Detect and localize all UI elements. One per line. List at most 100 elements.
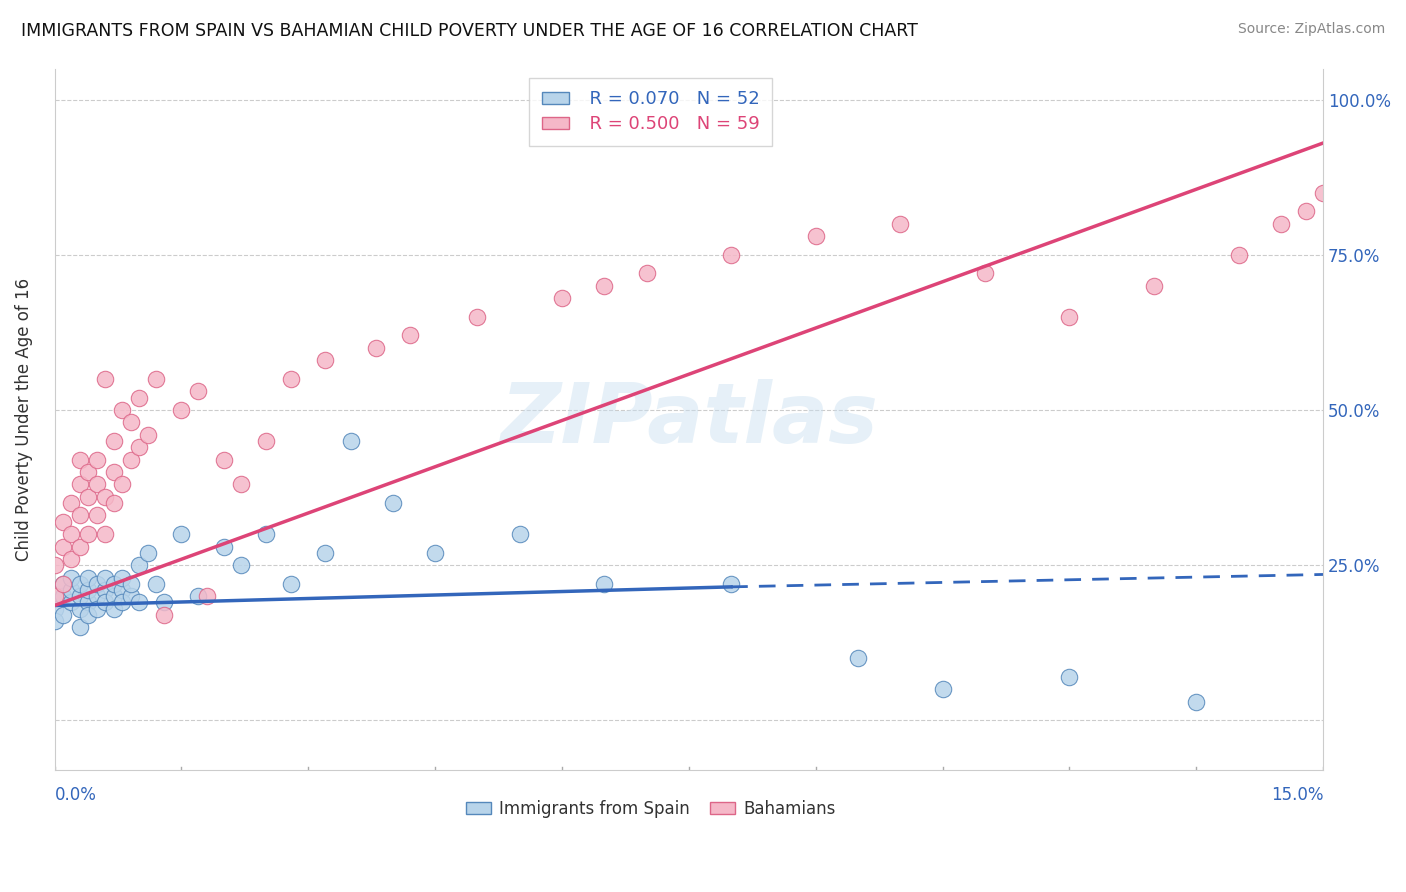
Point (364, 341, 387, 355)
Point (77, 582, 100, 597)
Point (593, 576, 616, 591)
Text: IMMIGRANTS FROM SPAIN VS BAHAMIAN CHILD POVERTY UNDER THE AGE OF 16 CORRELATION : IMMIGRANTS FROM SPAIN VS BAHAMIAN CHILD … (21, 22, 918, 40)
Point (77, 527, 100, 541)
Point (52, 589, 75, 603)
Point (170, 527, 193, 541)
Point (111, 403, 134, 417)
Point (889, 217, 911, 231)
Legend: Immigrants from Spain, Bahamians: Immigrants from Spain, Bahamians (460, 794, 842, 825)
Point (1185, 695, 1208, 709)
Point (44, 558, 66, 573)
Point (1059, 670, 1081, 684)
Point (1227, 248, 1250, 262)
Point (339, 434, 361, 448)
Point (60, 570, 83, 584)
Point (145, 372, 167, 386)
Point (398, 328, 420, 343)
Point (153, 595, 176, 609)
Point (86, 477, 108, 491)
Point (187, 589, 209, 603)
Point (94, 582, 117, 597)
Point (212, 540, 235, 554)
Point (60, 595, 83, 609)
Point (423, 546, 446, 560)
Point (60, 496, 83, 510)
Point (254, 527, 277, 541)
Point (128, 558, 150, 573)
Point (1270, 217, 1292, 231)
Point (69, 620, 91, 634)
Point (69, 508, 91, 523)
Point (229, 477, 252, 491)
Point (153, 607, 176, 622)
Point (846, 651, 869, 665)
Point (77, 490, 100, 504)
Point (128, 391, 150, 405)
Point (280, 372, 302, 386)
Point (44, 614, 66, 628)
Point (551, 291, 574, 305)
Point (136, 427, 159, 442)
Point (69, 540, 91, 554)
Point (381, 496, 404, 510)
Point (52, 540, 75, 554)
Point (1295, 204, 1317, 219)
Text: ZIPatlas: ZIPatlas (501, 379, 877, 459)
Point (720, 576, 742, 591)
Point (94, 490, 117, 504)
Point (103, 434, 125, 448)
Point (195, 589, 218, 603)
Point (111, 582, 134, 597)
Point (931, 682, 953, 697)
Point (1312, 186, 1334, 200)
Text: 0.0%: 0.0% (55, 786, 97, 804)
Point (94, 372, 117, 386)
Point (86, 452, 108, 467)
Point (128, 440, 150, 454)
Point (77, 570, 100, 584)
Point (280, 576, 302, 591)
Point (86, 508, 108, 523)
Point (314, 353, 336, 368)
Text: Source: ZipAtlas.com: Source: ZipAtlas.com (1237, 22, 1385, 37)
Point (314, 546, 336, 560)
Point (187, 384, 209, 399)
Point (60, 552, 83, 566)
Point (593, 278, 616, 293)
Point (44, 601, 66, 615)
Point (86, 576, 108, 591)
Point (111, 595, 134, 609)
Point (120, 589, 142, 603)
Point (60, 527, 83, 541)
Point (111, 477, 134, 491)
Point (145, 576, 167, 591)
Point (69, 452, 91, 467)
Point (720, 248, 742, 262)
Text: 15.0%: 15.0% (1271, 786, 1323, 804)
Point (229, 558, 252, 573)
Point (77, 607, 100, 622)
Point (170, 403, 193, 417)
Point (94, 595, 117, 609)
Point (509, 527, 531, 541)
Point (60, 582, 83, 597)
Point (103, 496, 125, 510)
Point (94, 570, 117, 584)
Point (103, 576, 125, 591)
Point (136, 546, 159, 560)
Point (973, 266, 995, 280)
Point (52, 576, 75, 591)
Point (120, 416, 142, 430)
Point (69, 477, 91, 491)
Point (1143, 278, 1166, 293)
Point (52, 576, 75, 591)
Point (254, 434, 277, 448)
Point (1354, 154, 1376, 169)
Point (52, 607, 75, 622)
Point (77, 465, 100, 479)
Point (52, 515, 75, 529)
Point (120, 452, 142, 467)
Point (86, 589, 108, 603)
Point (94, 527, 117, 541)
Y-axis label: Child Poverty Under the Age of 16: Child Poverty Under the Age of 16 (15, 277, 32, 561)
